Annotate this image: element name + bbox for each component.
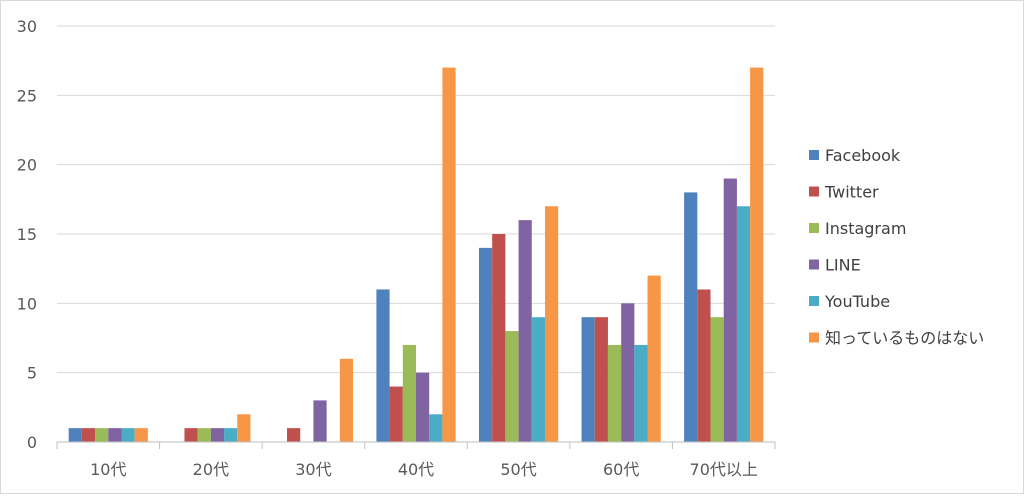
bar-Instagram-40代 [402, 344, 416, 442]
y-tick-label: 25 [17, 86, 37, 105]
bar-Facebook-10代 [68, 428, 82, 442]
bar-Twitter-30代 [287, 428, 301, 442]
bar-Facebook-50代 [478, 247, 493, 442]
bar-Instagram-60代 [607, 344, 622, 442]
x-tick-label: 40代 [398, 460, 434, 479]
y-tick-label: 15 [17, 225, 37, 244]
bar-YouTube-10代 [121, 428, 135, 442]
gridlines [57, 25, 775, 374]
bar-YouTube-20代 [224, 428, 238, 442]
x-tick-label: 20代 [193, 460, 229, 479]
legend-label: 知っているものはない [825, 329, 984, 348]
legend-swatch [809, 223, 819, 233]
legend-label: YouTube [824, 292, 890, 311]
bar-LINE-60代 [621, 303, 635, 442]
bars [68, 67, 764, 443]
bar-Instagram-20代 [197, 428, 211, 442]
legend-label: Instagram [825, 219, 906, 238]
x-tick-label: 70代以上 [690, 460, 758, 479]
x-tick-label: 10代 [90, 460, 126, 479]
x-tick-label: 50代 [500, 460, 536, 479]
bar-Twitter-70代以上 [697, 289, 711, 442]
bar-YouTube-50代 [531, 317, 545, 442]
legend-label: Twitter [824, 183, 879, 202]
x-tick-label: 30代 [295, 460, 331, 479]
legend-swatch [809, 186, 819, 197]
bar-LINE-10代 [108, 428, 122, 442]
bar-LINE-50代 [518, 220, 532, 442]
bar-知っているものはない-10代 [134, 428, 148, 442]
bar-LINE-20代 [210, 428, 225, 442]
bar-Twitter-20代 [184, 428, 198, 442]
bar-知っているものはない-70代以上 [750, 67, 764, 442]
bar-YouTube-70代以上 [736, 206, 751, 442]
axes [56, 441, 776, 449]
legend-swatch [809, 332, 819, 343]
bar-Facebook-40代 [376, 289, 390, 442]
y-tick-label: 10 [17, 294, 37, 313]
bar-Instagram-50代 [505, 331, 519, 442]
y-tick-label: 0 [27, 433, 37, 452]
y-tick-labels: 0 5 10 15 20 25 30 [17, 17, 37, 452]
bar-知っているものはない-30代 [339, 358, 354, 442]
legend-label: LINE [825, 256, 861, 275]
bar-LINE-30代 [313, 400, 327, 442]
bar-Twitter-50代 [492, 234, 506, 442]
x-tick-label: 60代 [603, 460, 639, 479]
bar-YouTube-60代 [634, 344, 648, 442]
legend-swatch [809, 150, 819, 160]
bar-Twitter-60代 [594, 317, 608, 442]
bar-Instagram-10代 [95, 428, 109, 442]
x-tick-labels: 10代 20代 30代 40代 50代 60代 70代以上 [90, 460, 758, 479]
bar-Facebook-70代以上 [684, 192, 698, 442]
bar-Facebook-60代 [581, 317, 595, 442]
bar-LINE-40代 [416, 372, 430, 442]
legend-swatch [809, 259, 819, 270]
bar-Instagram-70代以上 [710, 317, 724, 442]
bar-Twitter-40代 [389, 386, 403, 442]
bar-YouTube-40代 [429, 414, 443, 442]
bar-知っているものはない-60代 [647, 275, 661, 442]
bar-知っているものはない-40代 [442, 67, 456, 442]
bar-Twitter-10代 [81, 428, 96, 442]
y-tick-label: 30 [17, 17, 37, 36]
legend: Facebook Twitter Instagram LINE YouTube 知っている… [809, 146, 984, 348]
y-tick-label: 20 [17, 156, 37, 175]
bar-知っているものはない-20代 [237, 414, 251, 442]
y-tick-label: 5 [27, 364, 37, 383]
bar-LINE-70代以上 [723, 178, 737, 443]
bar-知っているものはない-50代 [544, 206, 559, 442]
legend-swatch [809, 296, 819, 306]
legend-label: Facebook [825, 146, 901, 165]
